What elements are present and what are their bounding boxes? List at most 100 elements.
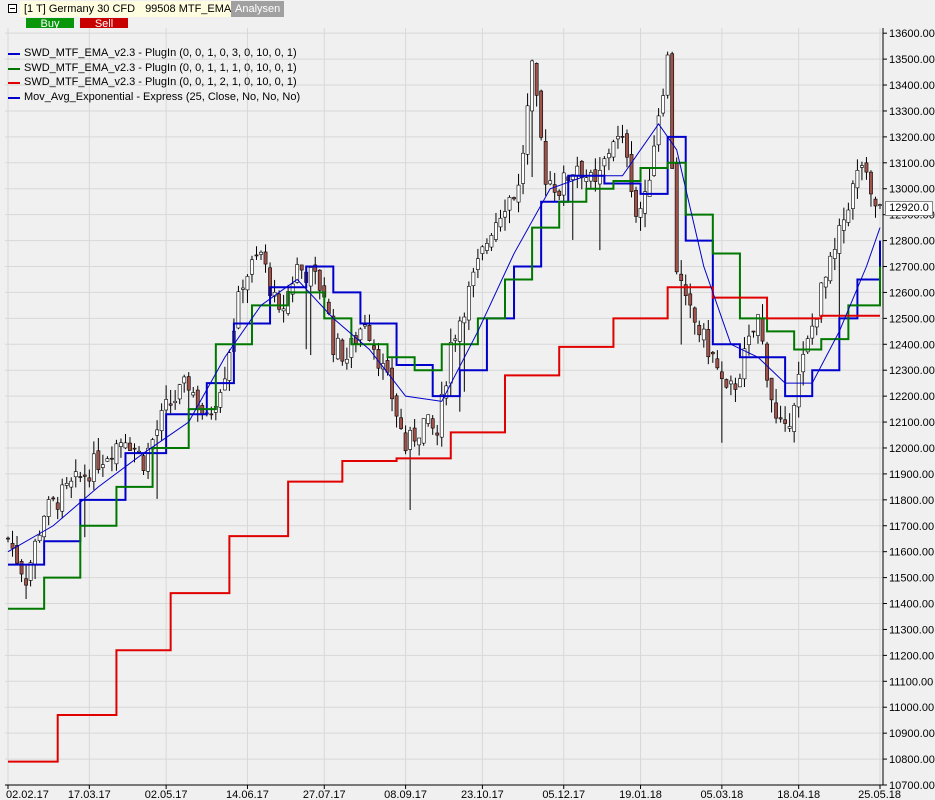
candle-body bbox=[412, 427, 417, 442]
candle-body bbox=[15, 545, 19, 564]
candle-body bbox=[534, 63, 539, 96]
date-axis: 02.02.17 17.03.17 02.05.17 14.06.17 27.07.17… bbox=[5, 784, 901, 800]
collapse-icon[interactable] bbox=[8, 4, 17, 13]
candle-body bbox=[878, 204, 882, 206]
candle-body bbox=[241, 287, 245, 290]
candle-body bbox=[774, 402, 778, 419]
candle-body bbox=[869, 171, 873, 195]
candle-body bbox=[719, 371, 724, 380]
candle-body bbox=[28, 562, 33, 581]
candle-body bbox=[792, 405, 797, 432]
candle-body bbox=[51, 497, 56, 500]
plot-area bbox=[5, 28, 883, 785]
candle-body bbox=[570, 174, 575, 180]
candle-body bbox=[236, 291, 241, 329]
y-tick-label: 12400.00 bbox=[889, 339, 935, 351]
y-tick-label: 10900.00 bbox=[889, 728, 935, 740]
candle-body bbox=[457, 320, 462, 342]
candle-body bbox=[96, 450, 101, 470]
y-tick-label: 11400.00 bbox=[889, 599, 934, 611]
candle-body bbox=[679, 273, 684, 281]
y-tick-label: 12000.00 bbox=[889, 443, 935, 455]
y-tick-label: 12600.00 bbox=[889, 287, 935, 299]
x-tick-label: 05.12.17 bbox=[542, 789, 585, 800]
candle-body bbox=[331, 315, 336, 355]
candle-body bbox=[290, 283, 295, 295]
candle-body bbox=[227, 352, 232, 381]
candle-body bbox=[128, 442, 132, 451]
y-tick-label: 11700.00 bbox=[889, 521, 934, 533]
candle-body bbox=[701, 328, 706, 341]
candle-body bbox=[453, 338, 458, 341]
candle-body bbox=[390, 367, 394, 400]
candle-body bbox=[860, 165, 864, 168]
candle-body bbox=[525, 105, 530, 155]
candle-body bbox=[177, 384, 182, 400]
candle-body bbox=[363, 324, 367, 327]
candle-body bbox=[801, 354, 806, 373]
x-tick-label: 27.07.17 bbox=[303, 789, 346, 800]
candle-body bbox=[100, 464, 105, 468]
candle-body bbox=[191, 392, 196, 396]
candle-body bbox=[697, 325, 702, 336]
y-tick-label: 12300.00 bbox=[889, 365, 935, 377]
candle-body bbox=[254, 254, 259, 257]
candle-body bbox=[10, 543, 15, 549]
candle-body bbox=[530, 60, 534, 112]
candle-body bbox=[503, 211, 507, 218]
candle-body bbox=[683, 284, 688, 296]
candle-body bbox=[168, 403, 173, 406]
candle-body bbox=[60, 484, 65, 512]
candle-body bbox=[435, 432, 440, 436]
candle-body bbox=[738, 378, 742, 388]
candle-body bbox=[394, 395, 399, 417]
candle-body bbox=[299, 264, 304, 271]
candle-body bbox=[710, 351, 715, 355]
candle-body bbox=[742, 348, 747, 380]
candle-body bbox=[186, 376, 191, 391]
candle-body bbox=[864, 162, 869, 173]
candle-body bbox=[82, 474, 87, 477]
candle-body bbox=[489, 235, 494, 248]
candle-body bbox=[828, 255, 833, 282]
x-tick-label: 08.09.17 bbox=[384, 789, 427, 800]
x-tick-label: 17.03.17 bbox=[68, 789, 111, 800]
candle-body bbox=[873, 198, 878, 207]
candle-body bbox=[430, 418, 435, 429]
candles bbox=[6, 51, 882, 599]
analysen-button[interactable]: Analysen bbox=[231, 1, 285, 17]
candle-body bbox=[114, 443, 119, 465]
buy-button[interactable]: Buy bbox=[26, 18, 74, 31]
candle-body bbox=[408, 430, 412, 450]
candle-body bbox=[715, 358, 720, 369]
sell-button[interactable]: Sell bbox=[80, 18, 128, 31]
candle-body bbox=[46, 499, 51, 517]
candle-body bbox=[308, 267, 313, 287]
candle-body bbox=[787, 426, 792, 429]
candle-body bbox=[575, 165, 580, 176]
y-tick-label: 13500.00 bbox=[889, 54, 935, 66]
y-tick-label: 12800.00 bbox=[889, 236, 935, 248]
candle-body bbox=[485, 243, 489, 251]
candle-body bbox=[37, 534, 42, 541]
candle-body bbox=[64, 482, 69, 486]
candle-body bbox=[629, 154, 634, 192]
y-tick-label: 11200.00 bbox=[889, 650, 934, 662]
candle-body bbox=[480, 246, 485, 254]
candle-body bbox=[33, 540, 37, 566]
candle-body bbox=[597, 170, 602, 185]
candle-body bbox=[448, 342, 453, 384]
candle-body bbox=[403, 432, 408, 452]
indicator-line-3 bbox=[8, 286, 880, 763]
x-tick-label: 25.05.18 bbox=[858, 789, 901, 800]
candle-body bbox=[656, 115, 661, 146]
instrument-label: [1 T] Germany 30 CFD bbox=[24, 3, 136, 15]
candle-body bbox=[358, 328, 363, 341]
candle-body bbox=[625, 133, 629, 158]
y-tick-label: 13000.00 bbox=[889, 184, 935, 196]
candle-body bbox=[439, 393, 444, 438]
legend-entry: Mov_Avg_Exponential - Express (25, Close… bbox=[8, 90, 300, 105]
candle-body bbox=[810, 325, 815, 339]
candle-body bbox=[557, 190, 562, 196]
